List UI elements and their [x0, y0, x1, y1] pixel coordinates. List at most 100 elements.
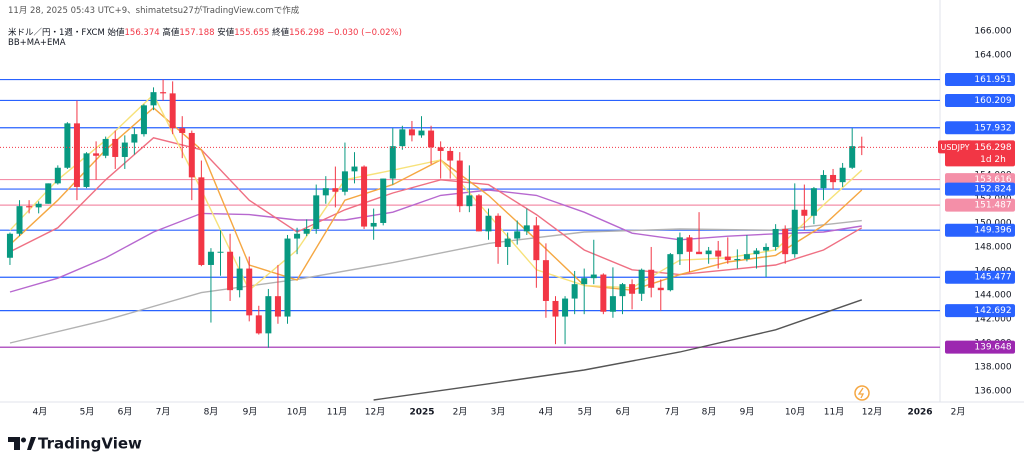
indicator-line	[373, 299, 863, 401]
candle-body	[475, 195, 482, 232]
y-tick-label: 164.000	[974, 50, 1011, 60]
x-tick-label: 2025	[409, 408, 434, 418]
candle-body	[466, 195, 473, 207]
candle-body	[370, 222, 377, 227]
level-label: 151.487	[974, 201, 1011, 211]
candle-body	[428, 130, 435, 148]
candle-body	[609, 296, 616, 312]
candle-body	[188, 132, 195, 178]
y-tick-label: 144.000	[974, 290, 1011, 300]
candle-body	[705, 250, 712, 255]
level-label-box	[945, 304, 1015, 318]
candle-body	[485, 215, 492, 232]
candle-body	[332, 188, 339, 192]
candle-body	[341, 171, 348, 192]
candle-body	[849, 146, 856, 168]
change: −0.030 (−0.02%)	[326, 28, 402, 38]
candle-body	[839, 167, 846, 183]
candle-body	[676, 237, 683, 255]
candle-body	[255, 315, 262, 334]
candle-body	[437, 147, 444, 151]
x-tick-label: 6月	[616, 407, 631, 418]
candle-body	[456, 160, 463, 207]
candle-body	[236, 268, 243, 291]
x-tick-label: 5月	[80, 407, 95, 418]
y-tick-label: 166.000	[974, 26, 1011, 36]
level-label-box	[945, 121, 1015, 135]
candle-body	[169, 93, 176, 129]
x-tick-label: 11月	[824, 407, 844, 418]
indicator-line	[9, 189, 862, 293]
level-label: 160.209	[974, 96, 1011, 106]
brand: TradingView	[38, 435, 142, 453]
level-label-box	[945, 198, 1015, 212]
x-tick-label: 2月	[453, 407, 468, 418]
level-label-box	[945, 182, 1015, 196]
candle-body	[64, 123, 71, 168]
x-tick-label: 5月	[578, 407, 593, 418]
x-tick-label: 9月	[243, 407, 258, 418]
candle-body	[648, 269, 655, 288]
candle-body	[810, 188, 817, 216]
candle-body	[227, 251, 234, 291]
candle-body	[830, 174, 837, 183]
candle-body	[265, 296, 272, 334]
candle-body	[447, 150, 454, 161]
x-tick-label: 10月	[287, 407, 307, 418]
candle-body	[93, 153, 100, 156]
level-label: 157.932	[974, 123, 1011, 133]
candle-body	[179, 128, 186, 133]
y-tick-label: 138.000	[974, 362, 1011, 372]
symbol: 米ドル／円・1週・FXCM	[8, 28, 105, 38]
x-tick-label: 9月	[740, 407, 755, 418]
alert-icon[interactable]	[854, 385, 870, 401]
candle-body	[581, 278, 588, 285]
candle-body	[322, 188, 329, 196]
candle-body	[418, 130, 425, 136]
level-label: 152.824	[974, 185, 1011, 195]
candle-body	[533, 225, 540, 261]
x-tick-label: 4月	[539, 407, 554, 418]
candle-body	[801, 209, 808, 216]
x-tick-label: 10月	[785, 407, 805, 418]
y-tick-label: 136.000	[974, 386, 1011, 396]
candle-body	[45, 183, 52, 204]
x-tick-label: 8月	[702, 407, 717, 418]
candle-body	[724, 256, 731, 261]
indicator-line	[9, 219, 862, 344]
ohlc-label: 終値	[272, 28, 290, 38]
candle-body	[16, 206, 23, 234]
candle-body	[217, 251, 224, 253]
last-price-symbol: USDJPY	[941, 143, 970, 152]
candle-body	[361, 166, 368, 227]
level-label: 139.648	[974, 343, 1011, 353]
candle-body	[590, 274, 597, 279]
candle-body	[696, 251, 703, 255]
countdown: 1d 2h	[980, 155, 1006, 165]
candle-body	[753, 250, 760, 255]
candle-body	[274, 296, 281, 317]
candle-body	[83, 153, 90, 187]
candle-body	[140, 105, 147, 135]
candle-body	[743, 254, 750, 259]
x-tick-label: 2月	[951, 407, 966, 418]
candle-body	[504, 238, 511, 247]
logo	[8, 437, 36, 450]
ohlc-label: 安値	[217, 28, 235, 38]
candle-body	[619, 284, 626, 297]
candle-body	[35, 203, 42, 208]
alert-icon-bolt	[857, 387, 865, 399]
candle-body	[629, 284, 636, 294]
candle-body	[73, 123, 80, 187]
candle-body	[112, 138, 119, 157]
candle-body	[686, 237, 693, 252]
x-tick-label: 7月	[665, 407, 680, 418]
candle-body	[638, 269, 645, 294]
level-label: 161.951	[974, 75, 1011, 85]
candle-body	[380, 178, 387, 223]
candle-body	[198, 177, 205, 265]
candle-body	[313, 195, 320, 229]
candle-body	[207, 251, 214, 265]
level-label: 145.477	[974, 273, 1011, 283]
